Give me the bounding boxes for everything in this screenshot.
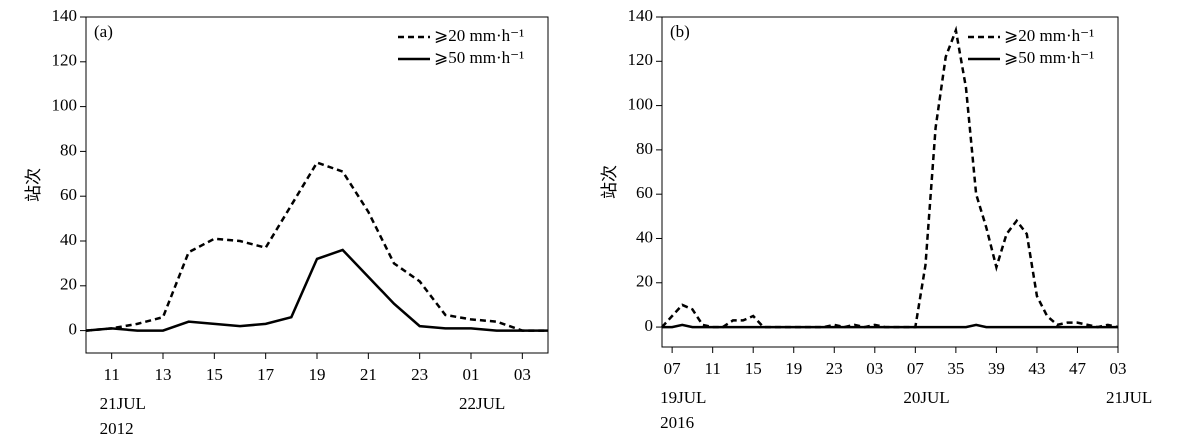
x-tick-label: 03 [866, 359, 883, 378]
plot-frame [661, 16, 1119, 348]
panel-label: (b) [670, 22, 690, 41]
y-tick-label: 120 [628, 50, 654, 69]
x-tick-label: 43 [1028, 359, 1045, 378]
x-tick-label: 03 [514, 365, 531, 384]
y-tick-label: 40 [60, 230, 77, 249]
series-line [85, 248, 548, 332]
x-tick-label: 23 [826, 359, 843, 378]
y-tick-label: 0 [69, 320, 78, 339]
y-axis-label: 站次 [24, 168, 44, 202]
x-tick-label: 07 [907, 359, 925, 378]
date-label: 2016 [660, 413, 694, 432]
y-tick-label: 100 [52, 96, 78, 115]
x-tick-label: 15 [745, 359, 762, 378]
y-tick-label: 140 [628, 6, 654, 25]
x-tick-label: 35 [947, 359, 964, 378]
date-label: 22JUL [459, 394, 505, 413]
y-tick-label: 20 [636, 272, 653, 291]
plot-frame [85, 16, 549, 354]
y-tick-label: 20 [60, 275, 77, 294]
date-label: 19JUL [660, 388, 706, 407]
legend-label: ⩾20 mm·h⁻¹ [1004, 26, 1094, 45]
y-tick-label: 0 [645, 316, 654, 335]
legend-label: ⩾50 mm·h⁻¹ [1004, 48, 1094, 67]
date-label: 20JUL [903, 388, 949, 407]
series-line [85, 161, 548, 332]
legend-label: ⩾50 mm·h⁻¹ [434, 48, 524, 67]
x-tick-label: 17 [257, 365, 275, 384]
x-tick-label: 13 [155, 365, 172, 384]
x-tick-label: 11 [704, 359, 720, 378]
x-tick-label: 07 [664, 359, 682, 378]
series-line [661, 25, 1119, 329]
x-tick-label: 19 [785, 359, 802, 378]
x-tick-label: 15 [206, 365, 223, 384]
y-tick-label: 60 [60, 185, 77, 204]
series-line [662, 323, 1118, 329]
x-tick-label: 19 [309, 365, 326, 384]
y-tick-label: 100 [628, 94, 654, 113]
legend-label: ⩾20 mm·h⁻¹ [434, 26, 524, 45]
x-tick-label: 01 [463, 365, 480, 384]
x-tick-label: 39 [988, 359, 1005, 378]
y-tick-label: 140 [52, 6, 78, 25]
panel-label: (a) [94, 22, 113, 41]
y-tick-label: 80 [60, 140, 77, 159]
x-tick-label: 03 [1110, 359, 1127, 378]
date-label: 2012 [100, 419, 134, 438]
x-tick-label: 21 [360, 365, 377, 384]
x-tick-label: 11 [103, 365, 119, 384]
date-label: 21JUL [1106, 388, 1152, 407]
x-tick-label: 23 [411, 365, 428, 384]
x-tick-label: 47 [1069, 359, 1087, 378]
y-axis-label: 站次 [600, 165, 620, 199]
date-label: 21JUL [100, 394, 146, 413]
y-tick-label: 60 [636, 183, 653, 202]
y-tick-label: 40 [636, 227, 653, 246]
y-tick-label: 80 [636, 139, 653, 158]
y-tick-label: 120 [52, 51, 78, 70]
